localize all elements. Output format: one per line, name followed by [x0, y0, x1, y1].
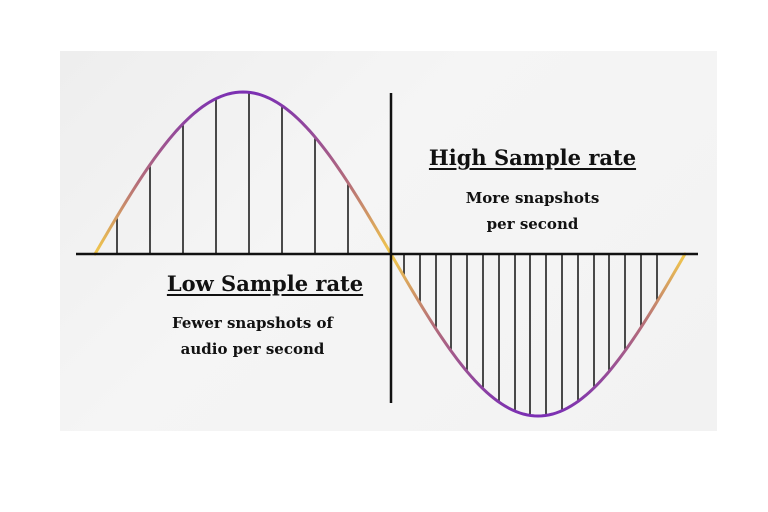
high-sample-rate-title: High Sample rate — [428, 145, 637, 170]
high-sample-rate-caption: More snapshots per second — [445, 185, 620, 237]
diagram-panel: High Sample rate More snapshots per seco… — [60, 51, 717, 431]
low-sample-rate-caption: Fewer snapshots of audio per second — [150, 310, 355, 362]
low-sample-lines — [116, 92, 349, 254]
sine-wave-diagram — [76, 90, 698, 418]
sine-wave-positive-half — [93, 90, 393, 256]
high-sample-lines — [403, 254, 658, 416]
high-caption-line-2: per second — [486, 215, 579, 233]
low-caption-line-2: audio per second — [180, 340, 325, 358]
sine-wave-negative-half — [389, 252, 687, 418]
high-caption-line-1: More snapshots — [465, 189, 600, 207]
low-sample-rate-title: Low Sample rate — [166, 271, 364, 296]
low-caption-line-1: Fewer snapshots of — [172, 314, 333, 332]
